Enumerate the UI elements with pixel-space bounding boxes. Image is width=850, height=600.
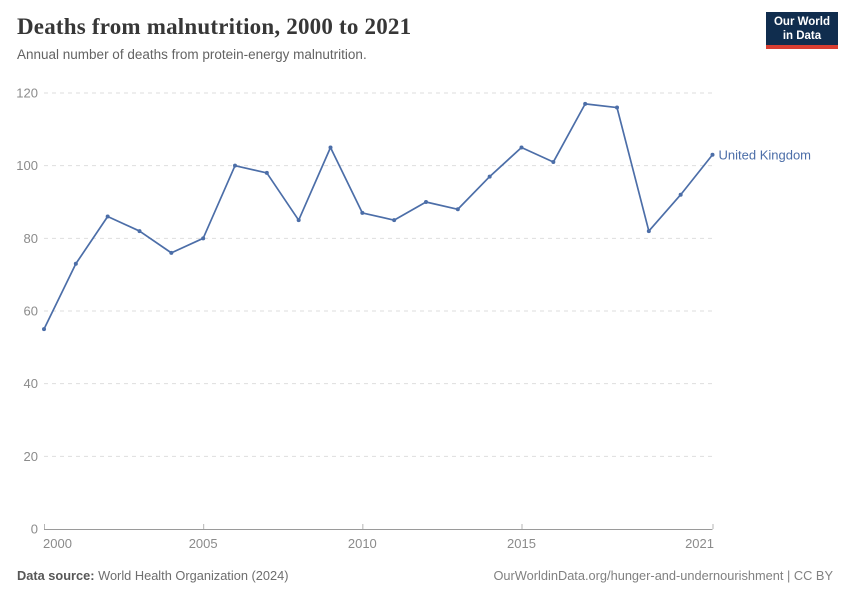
data-point[interactable] xyxy=(551,160,556,165)
data-point[interactable] xyxy=(360,210,365,215)
y-tick-label: 120 xyxy=(16,86,38,101)
data-point[interactable] xyxy=(328,145,333,150)
x-tick-label: 2000 xyxy=(43,536,72,551)
page-title: Deaths from malnutrition, 2000 to 2021 xyxy=(17,14,412,39)
y-tick-label: 60 xyxy=(24,304,38,319)
y-tick-label: 0 xyxy=(31,522,38,537)
data-point[interactable] xyxy=(73,261,78,266)
y-tick-label: 100 xyxy=(16,158,38,173)
data-point[interactable] xyxy=(583,101,588,106)
data-point[interactable] xyxy=(233,163,237,168)
data-point[interactable] xyxy=(42,327,46,332)
data-source-label: Data source: xyxy=(17,568,95,583)
data-point[interactable] xyxy=(615,105,619,110)
data-point[interactable] xyxy=(455,207,460,212)
credit-link[interactable]: OurWorldinData.org/hunger-and-undernouri… xyxy=(493,568,833,583)
data-point[interactable] xyxy=(137,229,142,234)
data-line[interactable] xyxy=(43,103,714,331)
data-point[interactable] xyxy=(678,192,683,197)
owid-logo-line2: in Data xyxy=(782,29,822,42)
data-point[interactable] xyxy=(105,214,110,219)
page-subtitle: Annual number of deaths from protein-ene… xyxy=(17,47,367,62)
chart-footer: Data source: World Health Organization (… xyxy=(17,568,833,583)
x-tick-label: 2005 xyxy=(189,536,218,551)
data-point[interactable] xyxy=(487,174,492,179)
data-point[interactable] xyxy=(296,218,301,223)
chart-canvas[interactable]: 0 20 40 60 80 100 120 2000 2005 2010 2015 2021 Unite… xyxy=(0,80,850,560)
x-tick-label: 2021 xyxy=(685,536,714,551)
series-end-label[interactable]: United Kingdom xyxy=(719,147,812,162)
data-point[interactable] xyxy=(519,145,524,150)
data-point[interactable] xyxy=(424,200,428,204)
x-tick-label: 2015 xyxy=(507,536,536,551)
x-tick-label: 2010 xyxy=(348,536,377,551)
data-point[interactable] xyxy=(169,250,174,255)
data-point[interactable] xyxy=(710,152,715,157)
data-point[interactable] xyxy=(392,218,397,223)
data-point[interactable] xyxy=(201,236,206,241)
data-point[interactable] xyxy=(646,229,651,234)
y-tick-label: 80 xyxy=(24,231,38,246)
data-point[interactable] xyxy=(264,170,269,175)
y-tick-label: 20 xyxy=(24,449,38,464)
data-source-value: World Health Organization (2024) xyxy=(98,568,289,583)
owid-logo[interactable]: Our World in Data xyxy=(765,12,838,49)
owid-logo-line1: Our World xyxy=(773,16,830,28)
y-tick-label: 40 xyxy=(24,376,38,391)
data-source: Data source: World Health Organization (… xyxy=(17,568,289,583)
